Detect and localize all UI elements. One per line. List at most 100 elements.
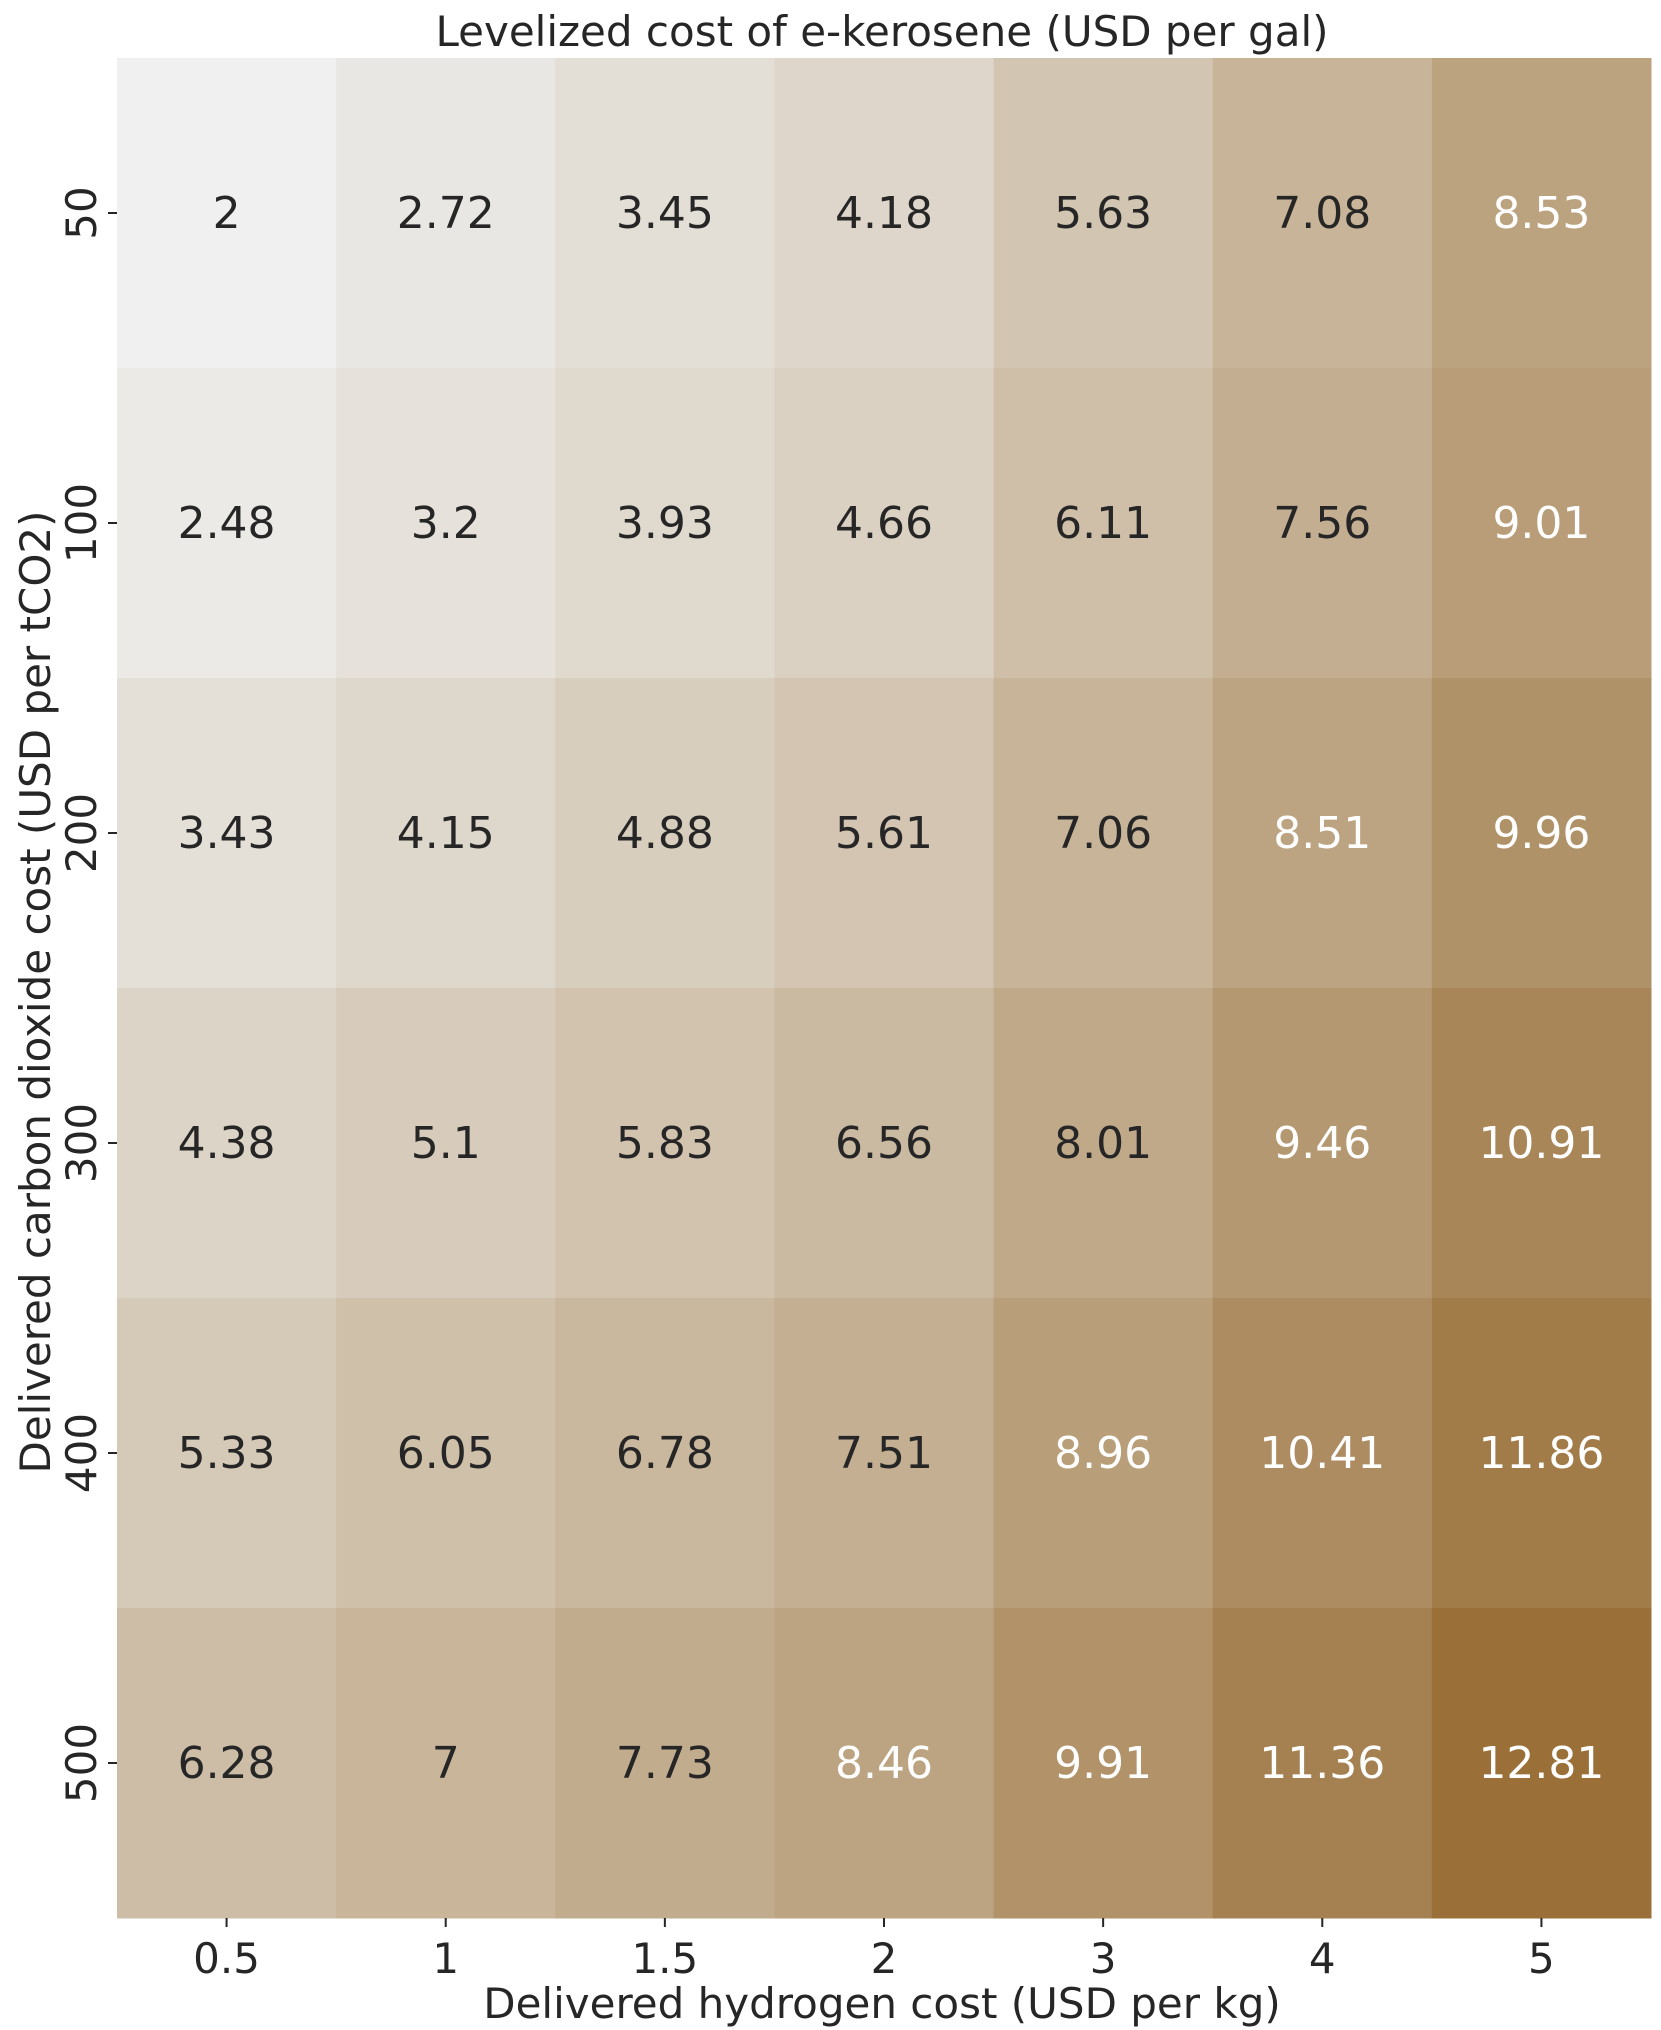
heatmap-cell: [774, 1608, 995, 1919]
cell-value-label: 4.88: [616, 808, 714, 859]
cell-value-label: 12.81: [1478, 1738, 1604, 1789]
cell-value-label: 5.83: [616, 1118, 714, 1169]
cell-value-label: 7.73: [616, 1738, 714, 1789]
cell-value-label: 6.78: [616, 1428, 714, 1479]
heatmap-cell: [1431, 1298, 1652, 1609]
heatmap-cell: [555, 678, 775, 989]
heatmap-cell: [1212, 988, 1433, 1299]
cell-value-label: 6.28: [178, 1738, 276, 1789]
heatmap-cell: [336, 368, 556, 679]
cell-value-label: 9.01: [1492, 498, 1590, 549]
cell-value-label: 10.41: [1259, 1428, 1385, 1479]
cell-value-label: 5.33: [178, 1428, 276, 1479]
cell-value-label: 9.96: [1492, 808, 1590, 859]
x-axis-ticks: 0.5 1 1.5 2 3 4 5: [193, 1918, 1555, 1983]
heatmap-cell: [117, 1298, 337, 1609]
y-tick-label: 200: [57, 793, 106, 873]
cell-value-label: 6.05: [397, 1428, 495, 1479]
y-axis-label: Delivered carbon dioxide cost (USD per t…: [11, 511, 60, 1474]
cell-value-label: 4.15: [397, 808, 495, 859]
cell-value-label: 6.11: [1054, 498, 1152, 549]
cell-value-label: 8.01: [1054, 1118, 1152, 1169]
cell-value-label: 5.61: [835, 808, 933, 859]
heatmap-cell: [993, 988, 1214, 1299]
heatmap-cell: [774, 1298, 995, 1609]
heatmap-cell: [1431, 1608, 1652, 1919]
cell-value-label: 6.56: [835, 1118, 933, 1169]
x-tick-label: 1.5: [631, 1934, 698, 1983]
cell-value-label: 11.36: [1259, 1738, 1385, 1789]
cell-value-label: 7.06: [1054, 808, 1152, 859]
y-tick-label: 100: [57, 483, 106, 563]
heatmap-cell: [117, 678, 337, 989]
heatmap-cell: [993, 678, 1214, 989]
cell-value-label: 3.45: [616, 188, 714, 239]
heatmap-cell: [555, 368, 775, 679]
cell-value-label: 7: [432, 1738, 460, 1789]
cell-value-label: 3.2: [411, 498, 481, 549]
heatmap-cell: [993, 1298, 1214, 1609]
x-tick-label: 1: [432, 1934, 459, 1983]
cell-value-label: 8.53: [1492, 188, 1590, 239]
heatmap-cell: [555, 1298, 775, 1609]
heatmap-cell: [774, 678, 995, 989]
heatmap-cell: [555, 1608, 775, 1919]
x-tick-label: 4: [1309, 1934, 1336, 1983]
heatmap-cell: [117, 1608, 337, 1919]
y-tick-label: 400: [57, 1413, 106, 1493]
heatmap-cell: [117, 988, 337, 1299]
heatmap-cell-labels: 2 2.72 3.45 4.18 5.63 7.08 8.53 2.48 3.2 3.93 4.66…: [178, 188, 1605, 1789]
heatmap-cell: [774, 58, 995, 369]
y-axis-ticks: 50 100 200 300 400 500: [57, 186, 117, 1803]
heatmap-cell: [336, 678, 556, 989]
cell-value-label: 8.46: [835, 1738, 933, 1789]
heatmap-cell: [1212, 678, 1433, 989]
heatmap-cell: [117, 368, 337, 679]
cell-value-label: 2.72: [397, 188, 495, 239]
cell-value-label: 3.43: [178, 808, 276, 859]
heatmap-cell: [336, 1608, 556, 1919]
heatmap-cell: [336, 1298, 556, 1609]
cell-value-label: 2: [213, 188, 241, 239]
heatmap-cell: [993, 368, 1214, 679]
x-axis-label: Delivered hydrogen cost (USD per kg): [483, 1979, 1281, 2028]
cell-value-label: 8.51: [1273, 808, 1371, 859]
y-tick-label: 500: [57, 1723, 106, 1803]
heatmap-cell: [1212, 58, 1433, 369]
x-tick-label: 0.5: [193, 1934, 260, 1983]
cell-value-label: 7.51: [835, 1428, 933, 1479]
cell-value-label: 10.91: [1478, 1118, 1604, 1169]
heatmap-cell: [555, 58, 775, 369]
y-tick-label: 50: [57, 186, 106, 239]
cell-value-label: 4.66: [835, 498, 933, 549]
cell-value-label: 5.1: [411, 1118, 481, 1169]
heatmap-cell: [1431, 58, 1652, 369]
heatmap-cell: [993, 58, 1214, 369]
heatmap-cell: [1431, 988, 1652, 1299]
x-tick-label: 5: [1528, 1934, 1555, 1983]
heatmap-cells: [117, 58, 1652, 1919]
heatmap-cell: [1212, 368, 1433, 679]
x-tick-label: 2: [871, 1934, 898, 1983]
heatmap-cell: [774, 988, 995, 1299]
heatmap-cell: [1212, 1608, 1433, 1919]
cell-value-label: 9.46: [1273, 1118, 1371, 1169]
cell-value-label: 7.56: [1273, 498, 1371, 549]
chart-title: Levelized cost of e-kerosene (USD per ga…: [435, 7, 1328, 56]
cell-value-label: 8.96: [1054, 1428, 1152, 1479]
x-tick-label: 3: [1090, 1934, 1117, 1983]
heatmap-cell: [1431, 368, 1652, 679]
heatmap-cell: [1431, 678, 1652, 989]
cell-value-label: 4.38: [178, 1118, 276, 1169]
heatmap-cell: [1212, 1298, 1433, 1609]
cell-value-label: 11.86: [1478, 1428, 1604, 1479]
cell-value-label: 3.93: [616, 498, 714, 549]
cell-value-label: 5.63: [1054, 188, 1152, 239]
heatmap-cell: [774, 368, 995, 679]
heatmap-cell: [555, 988, 775, 1299]
heatmap-cell: [993, 1608, 1214, 1919]
cell-value-label: 2.48: [178, 498, 276, 549]
y-tick-label: 300: [57, 1103, 106, 1183]
heatmap-cell: [117, 58, 337, 369]
